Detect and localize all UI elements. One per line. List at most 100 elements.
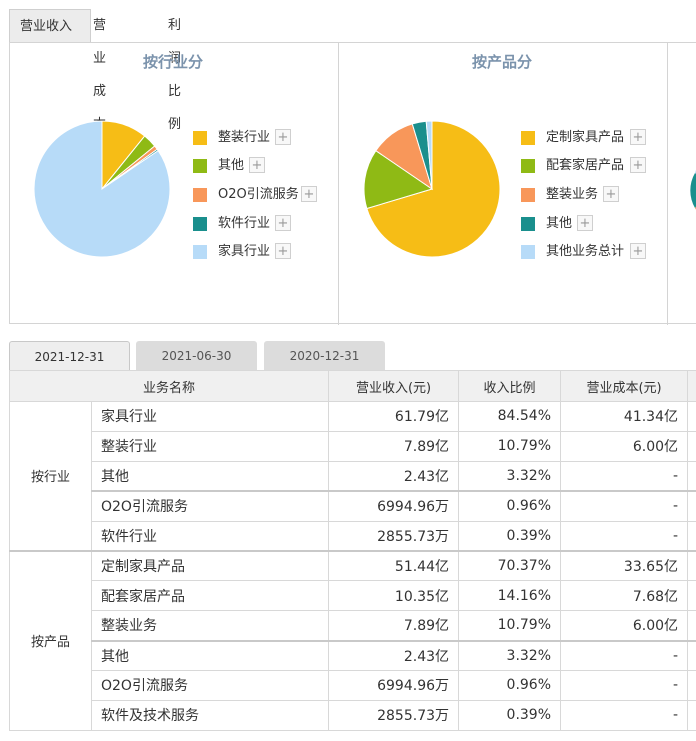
cell-name: 整装业务 <box>90 610 330 642</box>
cell-name: 定制家具产品 <box>90 549 330 582</box>
header-revenue-ratio: 收入比例 <box>458 370 562 402</box>
cell-ratio: 3.32% <box>458 460 562 492</box>
table-row: 软件及技术服务 2855.73万 0.39% - <box>10 699 696 731</box>
table-row: O2O引流服务 6994.96万 0.96% - <box>10 670 696 701</box>
cell-ratio: 3.32% <box>458 639 562 672</box>
legend-label: 其他业务总计 <box>546 244 625 259</box>
legend-swatch <box>193 159 207 173</box>
table-row: 配套家居产品 10.35亿 14.16% 7.68亿 <box>10 580 696 612</box>
tab-cost[interactable]: 营业成本 <box>93 18 107 132</box>
cell-ratio: 84.54% <box>458 401 562 432</box>
cell-name: 配套家居产品 <box>90 580 330 612</box>
cell-revenue: 7.89亿 <box>328 610 460 642</box>
cell-extra <box>687 401 696 432</box>
expand-plus-icon[interactable]: + <box>603 186 619 202</box>
legend-swatch <box>521 188 535 202</box>
chart-divider <box>338 43 339 325</box>
cell-name: O2O引流服务 <box>90 490 330 522</box>
cell-revenue: 61.79亿 <box>328 401 460 432</box>
expand-plus-icon[interactable]: + <box>275 243 291 259</box>
chart-title-product: 按产品分 <box>472 53 533 71</box>
tab-date-2020-12-31[interactable]: 2020-12-31 <box>264 341 385 371</box>
table-row: 整装行业 7.89亿 10.79% 6.00亿 <box>10 430 696 462</box>
tab-profit-ratio[interactable]: 利润比例 <box>168 18 182 132</box>
cell-cost: - <box>560 520 689 552</box>
table-row: 按产品 定制家具产品 51.44亿 70.37% 33.65亿 <box>9 549 696 731</box>
cell-revenue: 7.89亿 <box>328 430 460 462</box>
header-revenue: 营业收入(元) <box>328 370 460 402</box>
cell-cost: - <box>560 670 689 701</box>
cell-cost: 41.34亿 <box>560 401 689 432</box>
cell-revenue: 51.44亿 <box>328 549 460 582</box>
expand-plus-icon[interactable]: + <box>577 215 593 231</box>
header-extra <box>687 370 696 402</box>
table-row: 软件行业 2855.73万 0.39% - <box>10 520 696 552</box>
cell-ratio: 0.39% <box>458 520 562 552</box>
header-business-name: 业务名称 <box>8 370 330 402</box>
chart-divider <box>667 43 668 325</box>
pie-slice[interactable] <box>425 120 433 190</box>
legend-label: 配套家居产品 <box>546 158 625 173</box>
cell-revenue: 2.43亿 <box>328 639 460 672</box>
cell-extra <box>687 490 696 522</box>
cell-extra <box>687 639 696 672</box>
legend-swatch <box>193 217 207 231</box>
table-header-row: 业务名称 营业收入(元) 收入比例 营业成本(元) <box>8 370 696 402</box>
legend-swatch <box>193 245 207 259</box>
cell-extra <box>687 699 696 731</box>
cell-cost: - <box>560 699 689 731</box>
pie-slice[interactable] <box>363 149 434 210</box>
cell-cost: - <box>560 639 689 672</box>
table-row: 其他 2.43亿 3.32% - <box>10 639 696 672</box>
expand-plus-icon[interactable]: + <box>630 157 646 173</box>
cell-extra <box>687 610 696 642</box>
legend-label: O2O引流服务 <box>218 187 299 202</box>
cell-revenue: 10.35亿 <box>328 580 460 612</box>
cell-ratio: 70.37% <box>458 549 562 582</box>
cell-cost: - <box>560 460 689 492</box>
legend-swatch <box>193 188 207 202</box>
expand-plus-icon[interactable]: + <box>630 129 646 145</box>
cell-cost: 33.65亿 <box>560 549 689 582</box>
group-label: 按产品 <box>9 549 92 731</box>
table-row: O2O引流服务 6994.96万 0.96% - <box>10 490 696 522</box>
cell-name: 软件及技术服务 <box>90 699 330 731</box>
cell-revenue: 2855.73万 <box>328 699 460 731</box>
pie-slice[interactable] <box>33 120 171 258</box>
tab-date-2021-06-30[interactable]: 2021-06-30 <box>136 341 257 371</box>
table-row: 整装业务 7.89亿 10.79% 6.00亿 <box>10 610 696 642</box>
group-label: 按行业 <box>9 400 92 552</box>
pie-chart-industry <box>33 120 171 258</box>
expand-plus-icon[interactable]: + <box>630 243 646 259</box>
expand-plus-icon[interactable]: + <box>275 215 291 231</box>
cell-cost: 7.68亿 <box>560 580 689 612</box>
legend-label: 软件行业 <box>218 216 271 231</box>
cell-revenue: 2855.73万 <box>328 520 460 552</box>
legend-swatch <box>521 245 535 259</box>
cell-revenue: 6994.96万 <box>328 490 460 522</box>
cell-ratio: 10.79% <box>458 430 562 462</box>
cell-name: 软件行业 <box>90 520 330 552</box>
legend-label: 其他 <box>546 216 573 231</box>
table-row: 按行业 家具行业 61.79亿 84.54% 41.34亿 <box>9 400 696 552</box>
cell-extra <box>687 430 696 462</box>
cell-name: 整装行业 <box>90 430 330 462</box>
expand-plus-icon[interactable]: + <box>249 157 265 173</box>
tab-revenue[interactable]: 营业收入 <box>9 9 91 43</box>
cell-ratio: 14.16% <box>458 580 562 612</box>
legend-swatch <box>521 131 535 145</box>
expand-plus-icon[interactable]: + <box>301 186 317 202</box>
cell-ratio: 0.96% <box>458 490 562 522</box>
legend-label: 整装业务 <box>546 187 599 202</box>
cell-ratio: 0.39% <box>458 699 562 731</box>
expand-plus-icon[interactable]: + <box>275 129 291 145</box>
legend-label: 家具行业 <box>218 244 271 259</box>
chart-title-industry: 按行业分 <box>143 53 204 71</box>
tab-date-2021-12-31[interactable]: 2021-12-31 <box>9 341 130 371</box>
cell-name: 其他 <box>90 460 330 492</box>
cell-revenue: 6994.96万 <box>328 670 460 701</box>
cell-extra <box>687 670 696 701</box>
cell-cost: 6.00亿 <box>560 430 689 462</box>
header-cost: 营业成本(元) <box>560 370 689 402</box>
pie-slice[interactable] <box>366 120 501 258</box>
